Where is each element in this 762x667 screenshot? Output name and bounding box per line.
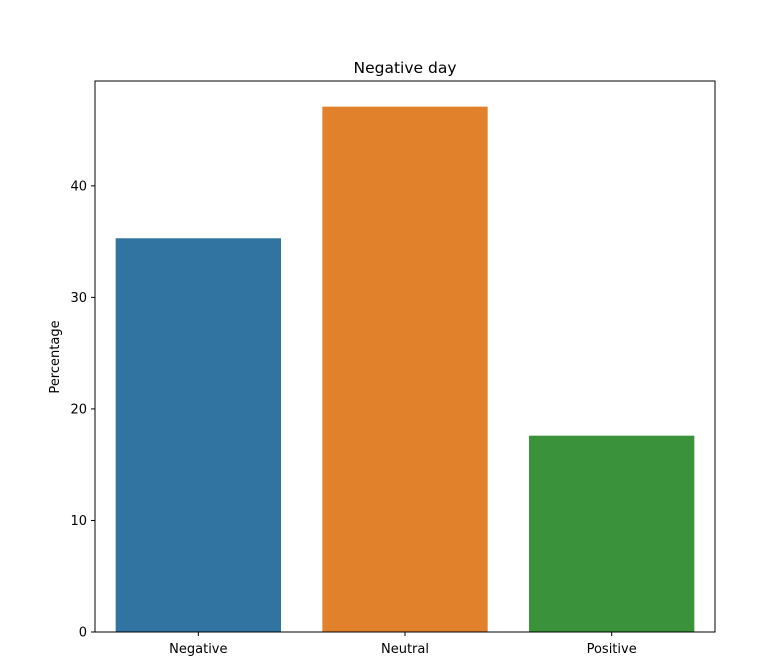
x-tick-label: Negative: [169, 642, 227, 657]
y-tick-label: 40: [70, 179, 87, 194]
y-axis: 0 10 20 30 40: [70, 179, 95, 641]
bar-negative: [115, 238, 282, 632]
x-tick-label: Neutral: [381, 642, 429, 657]
bar-positive: [529, 435, 695, 632]
y-tick-label: 30: [70, 291, 87, 306]
bars-layer: [115, 106, 695, 632]
y-tick-label: 0: [79, 626, 87, 641]
y-tick-label: 20: [70, 402, 87, 417]
y-tick-label: 10: [70, 514, 87, 529]
y-axis-label: Percentage: [48, 320, 63, 393]
bar-neutral: [322, 106, 488, 632]
x-axis: Negative Neutral Positive: [169, 632, 637, 657]
x-tick-label: Positive: [587, 642, 637, 657]
chart-title: Negative day: [354, 59, 457, 77]
